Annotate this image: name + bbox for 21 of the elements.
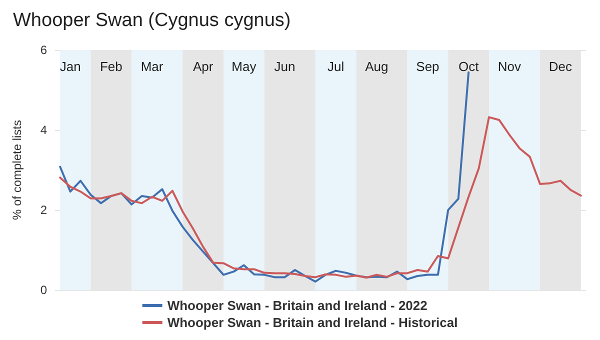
x-tick-label: Mar <box>140 59 164 74</box>
x-tick-label: Nov <box>498 59 522 74</box>
x-tick-label: Dec <box>548 59 573 74</box>
x-tick-label: Jul <box>328 59 344 74</box>
x-tick-label: Sep <box>416 59 440 74</box>
legend-label: Whooper Swan - Britain and Ireland - Historical <box>167 315 458 330</box>
legend-label: Whooper Swan - Britain and Ireland - 2022 <box>167 298 428 313</box>
x-tick-label: May <box>232 59 257 74</box>
line-series <box>59 116 582 279</box>
x-tick-label: Jun <box>274 59 296 74</box>
x-tick-label: Aug <box>365 59 388 74</box>
y-tick-label: 6 <box>40 43 48 57</box>
x-tick-label: Apr <box>192 59 214 74</box>
y-tick-label: 2 <box>40 203 48 217</box>
y-tick-label: 0 <box>40 283 48 297</box>
x-tick-label: Jan <box>60 59 81 74</box>
chart-title: Whooper Swan (Cygnus cygnus) <box>13 10 291 31</box>
x-tick-label: Oct <box>458 59 480 74</box>
y-tick-label: 4 <box>40 123 48 137</box>
y-axis-title: % of complete lists <box>10 120 24 220</box>
x-tick-label: Feb <box>100 59 122 74</box>
